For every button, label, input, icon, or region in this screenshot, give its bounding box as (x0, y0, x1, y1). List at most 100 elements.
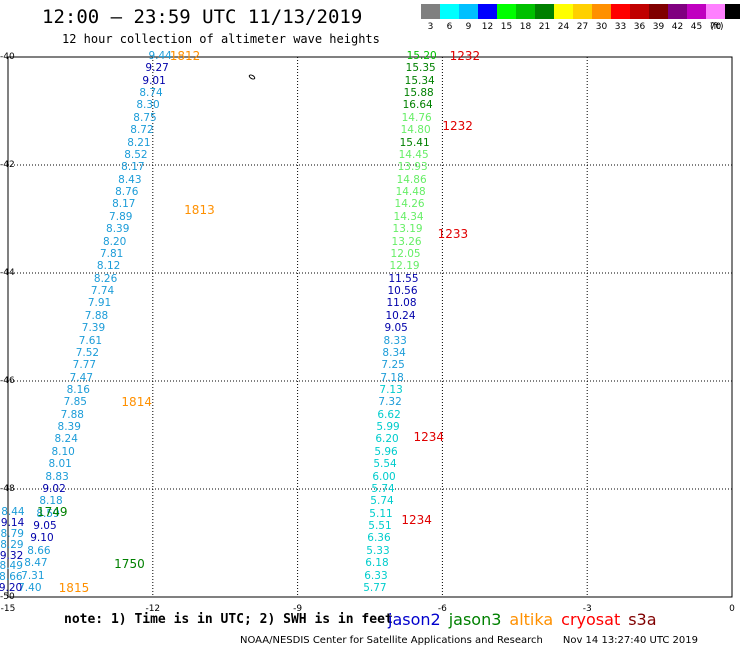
colorbar-label: 42 (671, 22, 684, 32)
x-tick-label: -12 (145, 604, 161, 614)
wave-height-value: 14.76 (401, 111, 432, 124)
wave-height-value: 9.02 (42, 482, 66, 495)
wave-height-value: 7.77 (72, 359, 97, 372)
wave-height-value: 5.33 (366, 544, 390, 557)
island-outline (248, 74, 256, 80)
wave-height-value: 8.66 (0, 571, 23, 584)
wave-height-value: 6.33 (364, 569, 388, 582)
pass-time-label: 1750 (114, 556, 145, 571)
wave-height-value: 7.52 (75, 346, 100, 359)
colorbar-label: 33 (614, 22, 627, 32)
footer: NOAA/NESDIS Center for Satellite Applica… (240, 635, 698, 646)
colorbar-label: 70 (709, 22, 722, 32)
x-tick-label: -3 (582, 604, 592, 614)
wave-height-value: 8.83 (45, 470, 69, 483)
wave-height-value: 8.39 (106, 223, 130, 236)
wave-height-value: 8.34 (382, 346, 406, 359)
wave-height-value: 7.32 (378, 396, 402, 409)
colorbar-swatch (478, 4, 497, 19)
wave-height-value: 14.86 (396, 173, 427, 186)
wave-height-value: 11.55 (388, 272, 419, 285)
wave-height-value: 8.79 (0, 527, 24, 540)
pass-time-label: 1234 (413, 429, 444, 444)
wave-height-value: 13.19 (392, 223, 423, 236)
colorbar-label: 39 (652, 22, 665, 32)
wave-height-value: 5.99 (376, 421, 400, 434)
wave-height-value: 12.19 (389, 260, 420, 273)
wave-height-value: 7.39 (81, 322, 106, 335)
wave-height-value: 6.62 (377, 408, 401, 421)
x-tick-label: 0 (729, 604, 735, 614)
wave-height-value: 7.13 (379, 383, 403, 396)
colorbar-swatch (592, 4, 611, 19)
y-tick-label: -40 (0, 52, 15, 62)
wave-height-value: 14.45 (398, 148, 429, 161)
wave-height-value: 7.31 (21, 569, 45, 582)
wave-height-value: 11.08 (386, 297, 417, 310)
wave-height-value: 9.20 (0, 581, 23, 594)
wave-height-value: 6.00 (372, 470, 396, 483)
wave-height-value: 7.74 (90, 285, 115, 298)
colorbar-label: 24 (557, 22, 570, 32)
wave-height-value: 8.33 (383, 334, 407, 347)
wave-height-value: 8.74 (139, 87, 163, 100)
x-tick-label: -9 (293, 604, 303, 614)
wave-height-value: 5.96 (374, 445, 398, 458)
pass-time-label: 1813 (184, 202, 215, 217)
wave-height-value: 9.10 (30, 532, 54, 545)
footer-credit: NOAA/NESDIS Center for Satellite Applica… (240, 635, 543, 646)
colorbar-label: 3 (427, 22, 434, 32)
colorbar-swatch (497, 4, 516, 19)
wave-height-value: 7.25 (381, 359, 405, 372)
y-tick-label: -44 (0, 268, 15, 278)
colorbar-label: 27 (576, 22, 589, 32)
wave-height-value: 8.75 (133, 111, 157, 124)
wave-height-value: 15.88 (403, 87, 434, 100)
colorbar-swatch (649, 4, 668, 19)
wave-height-value: 7.81 (99, 247, 124, 260)
wave-height-value: 9.32 (0, 549, 24, 562)
colorbar-label: 6 (446, 22, 453, 32)
satellite-legend: jason2 jason3 altika cryosat s3a (388, 610, 665, 629)
wave-height-value: 8.52 (124, 148, 148, 161)
wave-height-value: 10.24 (385, 309, 416, 322)
pass-time-label: 1234 (401, 513, 432, 528)
wave-height-value: 10.56 (387, 285, 418, 298)
colorbar-swatch (687, 4, 706, 19)
wave-height-value: 9.44 (148, 50, 172, 62)
wave-height-value: 15.20 (406, 50, 437, 62)
wave-height-value: 15.35 (405, 62, 436, 75)
colorbar-label: 18 (519, 22, 532, 32)
chart-title: 12:00 — 23:59 UTC 11/13/2019 (42, 6, 363, 28)
wave-height-value: 7.85 (63, 396, 87, 409)
wave-height-value: 8.76 (115, 186, 139, 199)
wave-height-value: 8.39 (57, 421, 81, 434)
wave-height-value: 15.41 (399, 136, 430, 149)
pass-time-label: 1749 (36, 505, 68, 520)
colorbar-swatch (611, 4, 630, 19)
footer-timestamp: Nov 14 13:27:40 UTC 2019 (562, 635, 699, 646)
colorbar-label: 30 (595, 22, 608, 32)
wave-height-value: 14.26 (394, 198, 425, 211)
chart-subtitle: 12 hour collection of altimeter wave hei… (62, 32, 380, 46)
wave-height-value: 7.88 (60, 408, 84, 421)
wave-height-value: 7.18 (380, 371, 404, 384)
wave-height-value: 9.05 (33, 520, 57, 533)
wave-height-value: 6.18 (365, 557, 389, 570)
colorbar-swatch (440, 4, 459, 19)
wave-height-value: 8.47 (24, 557, 48, 570)
wave-height-value: 8.59 (36, 507, 60, 520)
wave-height-value: 8.44 (1, 506, 25, 519)
pass-time-label: 1814 (121, 394, 152, 409)
wave-height-value: 8.17 (112, 198, 136, 211)
wave-height-value: 12.05 (390, 247, 421, 260)
wave-height-value: 9.01 (142, 74, 166, 87)
colorbar-swatch (725, 4, 740, 19)
pass-time-label: 1232 (442, 119, 473, 134)
colorbar-label: 45 (690, 22, 703, 32)
wave-height-value: 6.20 (375, 433, 399, 446)
colorbar-label: 12 (481, 22, 494, 32)
pass-time-label: 1815 (58, 580, 90, 595)
y-tick-label: -42 (0, 160, 15, 170)
wave-height-value: 8.16 (66, 383, 90, 396)
